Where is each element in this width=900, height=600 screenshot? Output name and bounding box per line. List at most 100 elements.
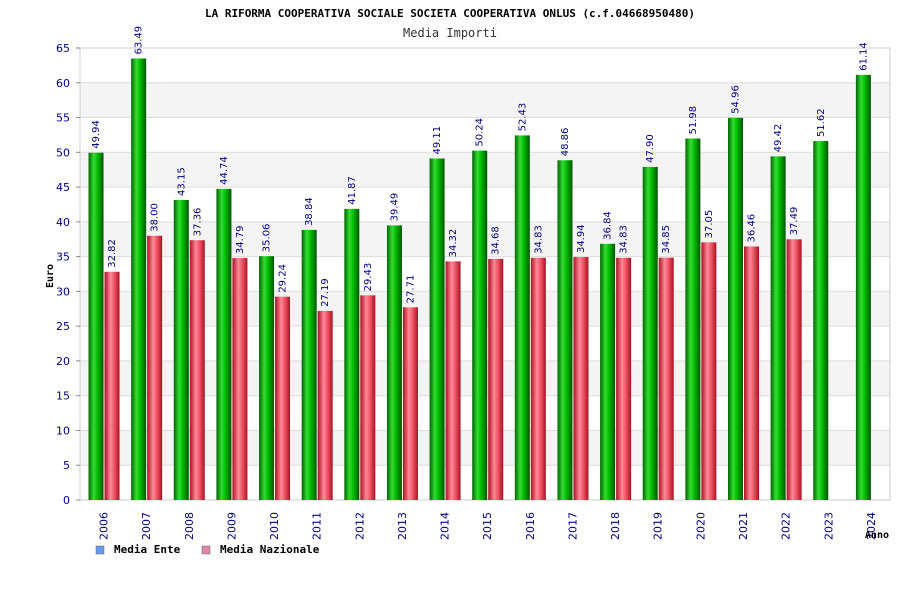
data-label: 47.90: [645, 134, 656, 163]
bar-media-ente: [301, 229, 317, 501]
data-label: 34.83: [619, 225, 630, 254]
legend-label: Media Nazionale: [220, 543, 320, 556]
data-label: 34.68: [491, 226, 502, 255]
bar-media-ente: [344, 208, 360, 500]
legend-swatch: [201, 545, 211, 555]
data-label: 34.79: [235, 225, 246, 254]
y-tick-label: 40: [56, 216, 70, 229]
bar-media-ente: [386, 225, 402, 500]
data-label: 44.74: [219, 156, 230, 185]
x-tick-label: 2022: [780, 512, 793, 540]
x-tick-label: 2006: [98, 512, 111, 540]
bar-media-nazionale: [445, 261, 461, 500]
x-tick-label: 2020: [694, 512, 707, 540]
data-label: 49.94: [91, 120, 102, 149]
y-tick-label: 15: [56, 390, 70, 403]
data-label: 43.15: [176, 167, 187, 196]
x-tick-label: 2009: [225, 512, 238, 540]
x-tick-label: 2016: [524, 512, 537, 540]
bar-media-ente: [131, 58, 147, 501]
data-label: 27.19: [320, 278, 331, 307]
bar-media-nazionale: [104, 271, 120, 500]
grid-band: [80, 117, 890, 153]
legend-label: Media Ente: [114, 543, 181, 556]
bar-media-nazionale: [701, 242, 717, 501]
y-tick-label: 50: [56, 146, 70, 159]
bar-media-nazionale: [488, 258, 504, 500]
bar-media-ente: [429, 158, 445, 500]
bar-media-nazionale: [402, 307, 418, 500]
x-tick-label: 2010: [268, 512, 281, 540]
bar-media-ente: [600, 243, 616, 500]
y-tick-label: 65: [56, 42, 70, 55]
data-label: 54.96: [731, 85, 742, 114]
y-tick-label: 35: [56, 251, 70, 264]
data-label: 34.94: [576, 224, 587, 253]
x-tick-label: 2023: [822, 512, 835, 540]
data-label: 51.62: [816, 108, 827, 137]
y-tick-label: 45: [56, 181, 70, 194]
bar-media-ente: [557, 160, 573, 500]
data-label: 36.84: [603, 211, 614, 240]
bars: 49.94 63.49 43.15 44.74 35.06 38.84 41.87 39.49…: [88, 26, 871, 501]
data-label: 37.49: [789, 207, 800, 236]
bar-media-nazionale: [232, 258, 248, 500]
legend-swatch: [95, 545, 105, 555]
bar-media-ente: [728, 117, 743, 500]
bar-media-nazionale: [360, 295, 376, 500]
bar-media-nazionale: [786, 239, 802, 501]
legend: Media Ente Media Nazionale: [95, 543, 320, 556]
data-label: 37.05: [704, 210, 715, 239]
chart-subtitle: Media Importi: [403, 26, 497, 40]
y-axis-ticks: 0 5 10 15 20 25 30 35 40 45 50 55 60 65: [56, 42, 80, 507]
data-label: 34.85: [661, 225, 672, 254]
data-label: 38.84: [304, 197, 315, 226]
x-tick-label: 2011: [311, 512, 324, 540]
x-tick-label: 2018: [609, 512, 622, 540]
data-label: 41.87: [347, 176, 358, 205]
data-label: 35.06: [262, 224, 273, 253]
data-label: 49.11: [432, 126, 443, 155]
data-label: 34.32: [448, 229, 459, 258]
x-axis-label: Anno: [865, 530, 889, 541]
y-tick-label: 5: [63, 459, 70, 472]
bar-media-nazionale: [147, 235, 163, 500]
data-label: 48.86: [560, 128, 571, 157]
y-axis-label: Euro: [45, 264, 56, 288]
y-tick-label: 30: [56, 285, 70, 298]
x-tick-label: 2013: [396, 512, 409, 540]
bar-media-nazionale: [317, 310, 333, 500]
data-label: 36.46: [747, 214, 758, 243]
bar-media-ente: [642, 166, 658, 500]
data-label: 29.24: [278, 264, 289, 293]
bar-media-nazionale: [616, 257, 632, 500]
data-label: 52.43: [517, 103, 528, 132]
data-label: 29.43: [363, 263, 374, 292]
bar-media-nazionale: [530, 257, 546, 500]
bar-media-nazionale: [658, 257, 674, 500]
x-tick-label: 2017: [566, 512, 579, 540]
data-label: 63.49: [134, 26, 145, 55]
chart-title: LA RIFORMA COOPERATIVA SOCIALE SOCIETA C…: [205, 7, 695, 20]
data-label: 27.71: [405, 275, 416, 304]
bar-media-ente: [88, 152, 104, 501]
data-label: 49.42: [773, 124, 784, 153]
bar-media-nazionale: [573, 257, 589, 500]
x-axis-ticks: 2006 2007 2008 2009 2010 2011 2012 2013 2014 2015…: [98, 512, 878, 540]
x-tick-label: 2014: [439, 512, 452, 540]
x-tick-label: 2024: [865, 512, 878, 540]
bar-media-ente: [259, 256, 275, 500]
bar-media-ente: [514, 135, 530, 500]
data-label: 50.24: [475, 118, 486, 147]
y-tick-label: 10: [56, 424, 70, 437]
y-tick-label: 25: [56, 320, 70, 333]
bar-media-ente: [855, 74, 871, 500]
data-label: 34.83: [533, 225, 544, 254]
x-tick-label: 2015: [481, 512, 494, 540]
x-tick-label: 2012: [353, 512, 366, 540]
x-tick-label: 2008: [183, 512, 196, 540]
y-tick-label: 0: [63, 494, 70, 507]
bar-media-ente: [216, 188, 232, 500]
bar-media-ente: [813, 141, 829, 500]
